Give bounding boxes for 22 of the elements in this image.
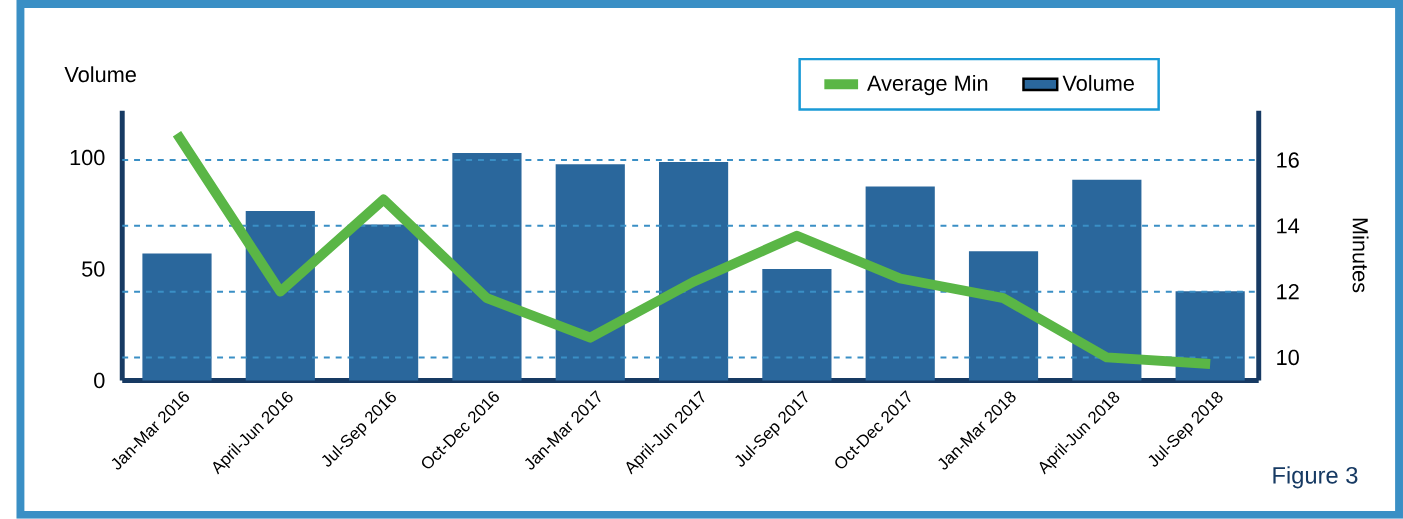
bar bbox=[968, 251, 1039, 381]
y2-tick-label: 10 bbox=[1277, 349, 1299, 366]
bar bbox=[349, 224, 419, 381]
bar bbox=[865, 186, 935, 381]
y2-axis-title: Minutes bbox=[1352, 218, 1369, 293]
y-axis-title: Volume bbox=[64, 66, 136, 83]
y-tick-label: 50 bbox=[82, 261, 105, 277]
legend-label: Volume bbox=[1062, 75, 1134, 91]
y-tick-label: 100 bbox=[70, 149, 105, 166]
bar bbox=[658, 162, 729, 381]
bar bbox=[452, 153, 522, 381]
bar bbox=[1175, 291, 1245, 381]
y2-tick-label: 12 bbox=[1277, 284, 1299, 300]
bar bbox=[142, 253, 212, 381]
bar bbox=[762, 269, 832, 381]
bar bbox=[555, 164, 625, 381]
y-tick-label: 0 bbox=[94, 372, 105, 389]
y2-tick-label: 16 bbox=[1277, 152, 1299, 168]
caption: Figure 3 bbox=[1273, 466, 1358, 489]
legend-label: Average Min bbox=[867, 75, 988, 96]
y2-tick-label: 14 bbox=[1277, 218, 1300, 234]
bar bbox=[1072, 179, 1142, 381]
